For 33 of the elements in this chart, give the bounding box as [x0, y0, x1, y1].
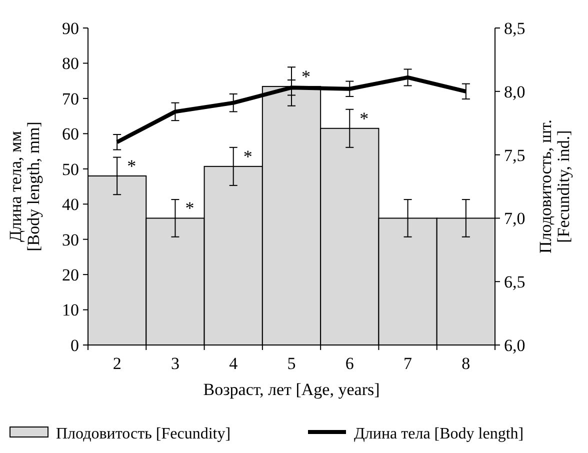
x-tick-label: 5 — [287, 354, 296, 373]
x-tick-label: 6 — [345, 354, 354, 373]
y2-tick-label: 7,0 — [504, 209, 526, 228]
y-tick-label: 80 — [62, 54, 79, 74]
y-tick-label: 40 — [62, 195, 79, 214]
y2-axis-title: Плодовитость, шт. [Fecundity, ind.] — [536, 120, 573, 254]
annotation: * — [360, 108, 369, 128]
y-tick-label: 10 — [62, 300, 79, 320]
y-axis-title: Длина тела, мм [Body length, mm] — [6, 122, 43, 252]
x-tick-label: 8 — [462, 354, 470, 373]
legend-label: Длина тела [Body length] — [354, 426, 524, 443]
y-tick-label: 60 — [62, 124, 79, 144]
x-tick-label: 4 — [229, 354, 238, 373]
x-tick-label: 3 — [170, 354, 180, 373]
y2-tick-label: 8,0 — [504, 82, 526, 102]
y2-tick-label: 7,5 — [504, 146, 526, 165]
y-tick-label: 70 — [62, 89, 79, 108]
y-tick-label: 0 — [70, 336, 79, 355]
x-tick-label: 2 — [112, 354, 122, 373]
y2-tick-label: 8,5 — [504, 18, 526, 38]
annotation: * — [185, 198, 194, 218]
y-tick-label: 20 — [62, 266, 79, 285]
y-tick-label: 90 — [62, 18, 79, 38]
legend-label: Плодовитость [Fecundity] — [56, 426, 231, 443]
annotation: * — [127, 156, 136, 176]
y-tick-label: 50 — [62, 160, 79, 179]
y-tick-label: 30 — [62, 230, 79, 250]
y2-tick-label: 6,0 — [504, 336, 526, 355]
annotation: * — [243, 146, 252, 166]
y2-tick-label: 6,5 — [504, 272, 526, 292]
x-tick-label: 7 — [404, 354, 413, 373]
x-axis-title: Возраст, лет [Age, years] — [203, 380, 380, 399]
annotation: * — [302, 66, 310, 86]
